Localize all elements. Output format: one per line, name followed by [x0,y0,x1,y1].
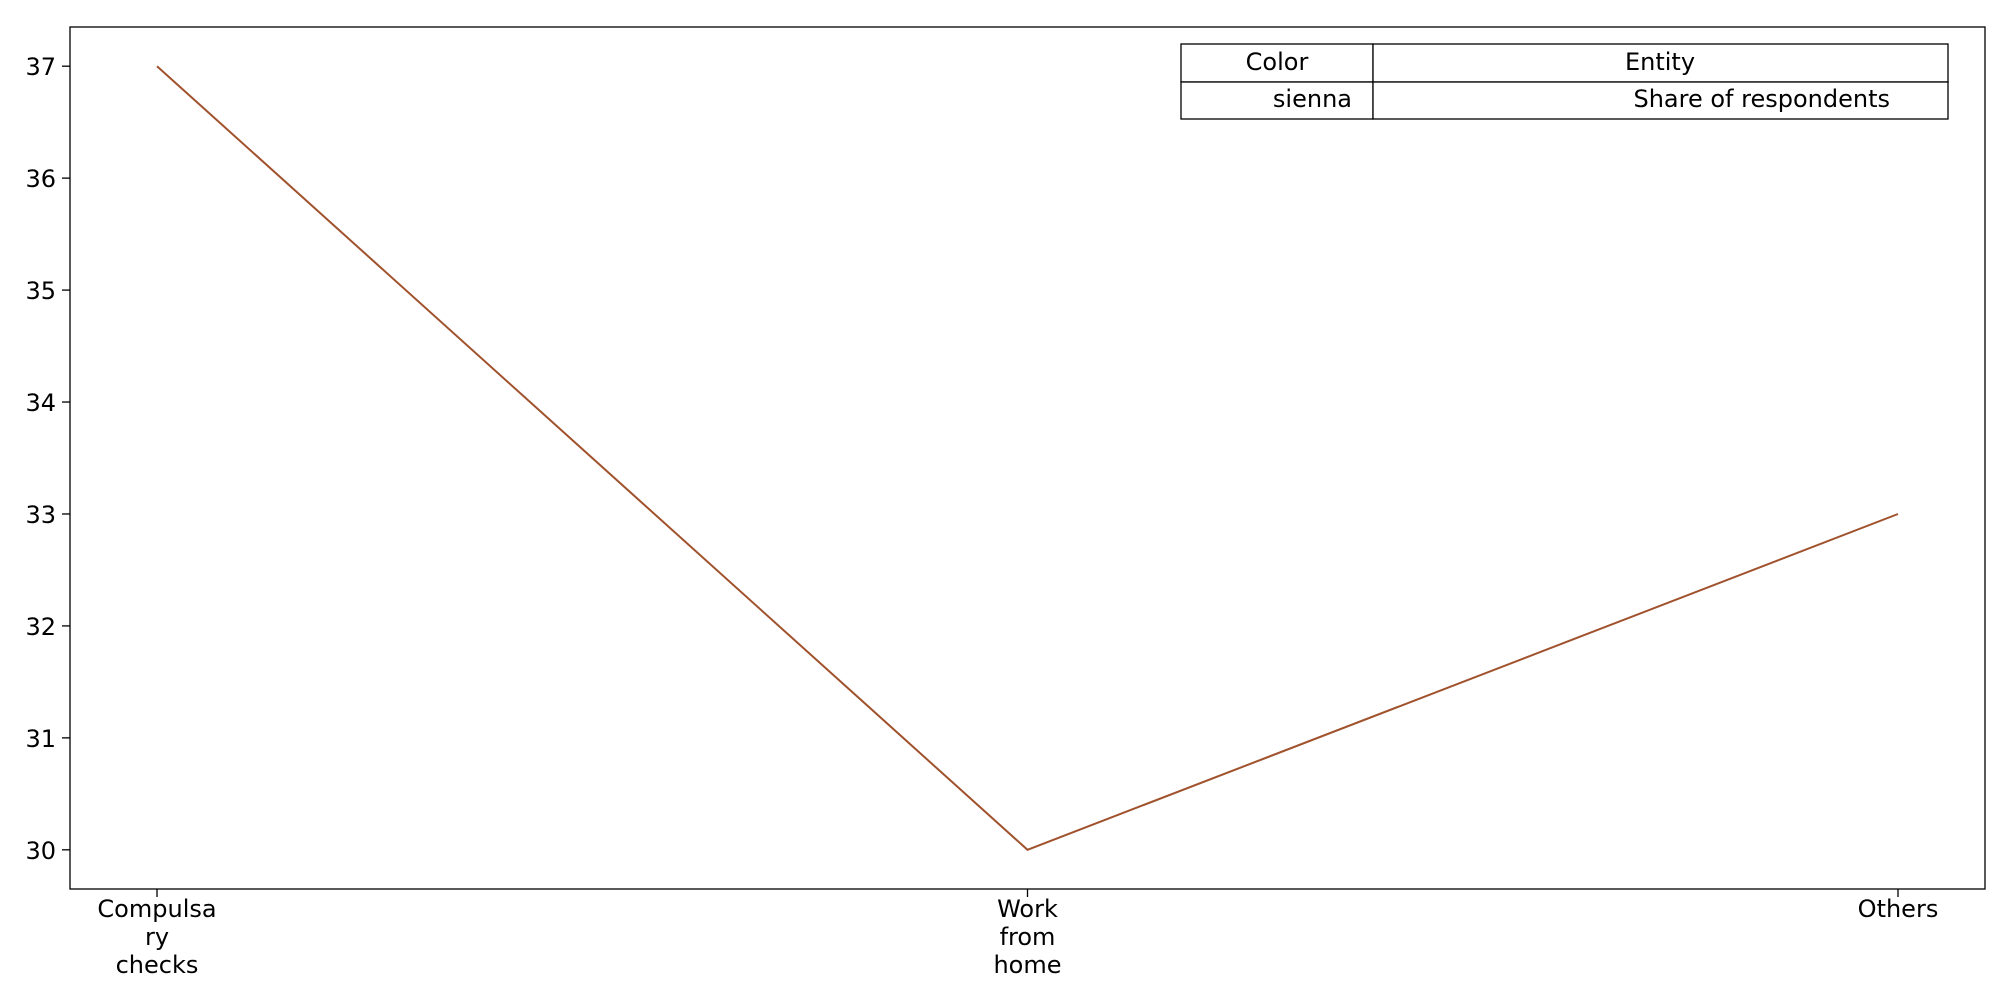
y-tick-label: 34 [25,389,56,417]
series-line-share-of-respondents [156,65,1899,851]
y-tick-label: 30 [25,837,56,865]
x-tick-label-line: Compulsa [97,895,216,923]
x-tick-label: Others [1858,895,1939,923]
legend-row-color: sienna [1273,85,1352,113]
legend-header-color: Color [1246,48,1309,76]
legend-header-entity: Entity [1625,48,1695,76]
legend-row-entity-cell [1372,81,1949,120]
y-tick-label: 36 [25,165,56,193]
series-layer [156,65,1899,851]
x-tick-label-line: from [1000,923,1056,951]
legend-header-color-cell [1180,43,1374,83]
x-tick-label-line: checks [116,951,199,979]
plot-frame [69,26,1986,890]
y-tick-label: 32 [25,613,56,641]
y-axis: 30 31 32 33 34 35 36 37 [25,53,70,865]
y-tick-label: 31 [25,725,56,753]
y-tick-label: 33 [25,501,56,529]
x-tick-label: Compulsa ry checks [97,895,216,979]
x-tick-label-line: home [993,951,1061,979]
x-tick-label-line: Work [997,895,1058,923]
legend-header-entity-cell [1372,43,1949,83]
y-tick-label: 37 [25,53,56,81]
x-tick-label-line: Others [1858,895,1939,923]
legend-row-entity: Share of respondents [1633,85,1890,113]
y-tick-label: 35 [25,277,56,305]
legend-table: Color Entity sienna Share of respondents [1180,43,1949,120]
x-tick-label-line: ry [145,923,169,951]
x-tick-label: Work from home [993,895,1061,979]
x-axis: Compulsa ry checks Work from home Others [97,889,1938,979]
